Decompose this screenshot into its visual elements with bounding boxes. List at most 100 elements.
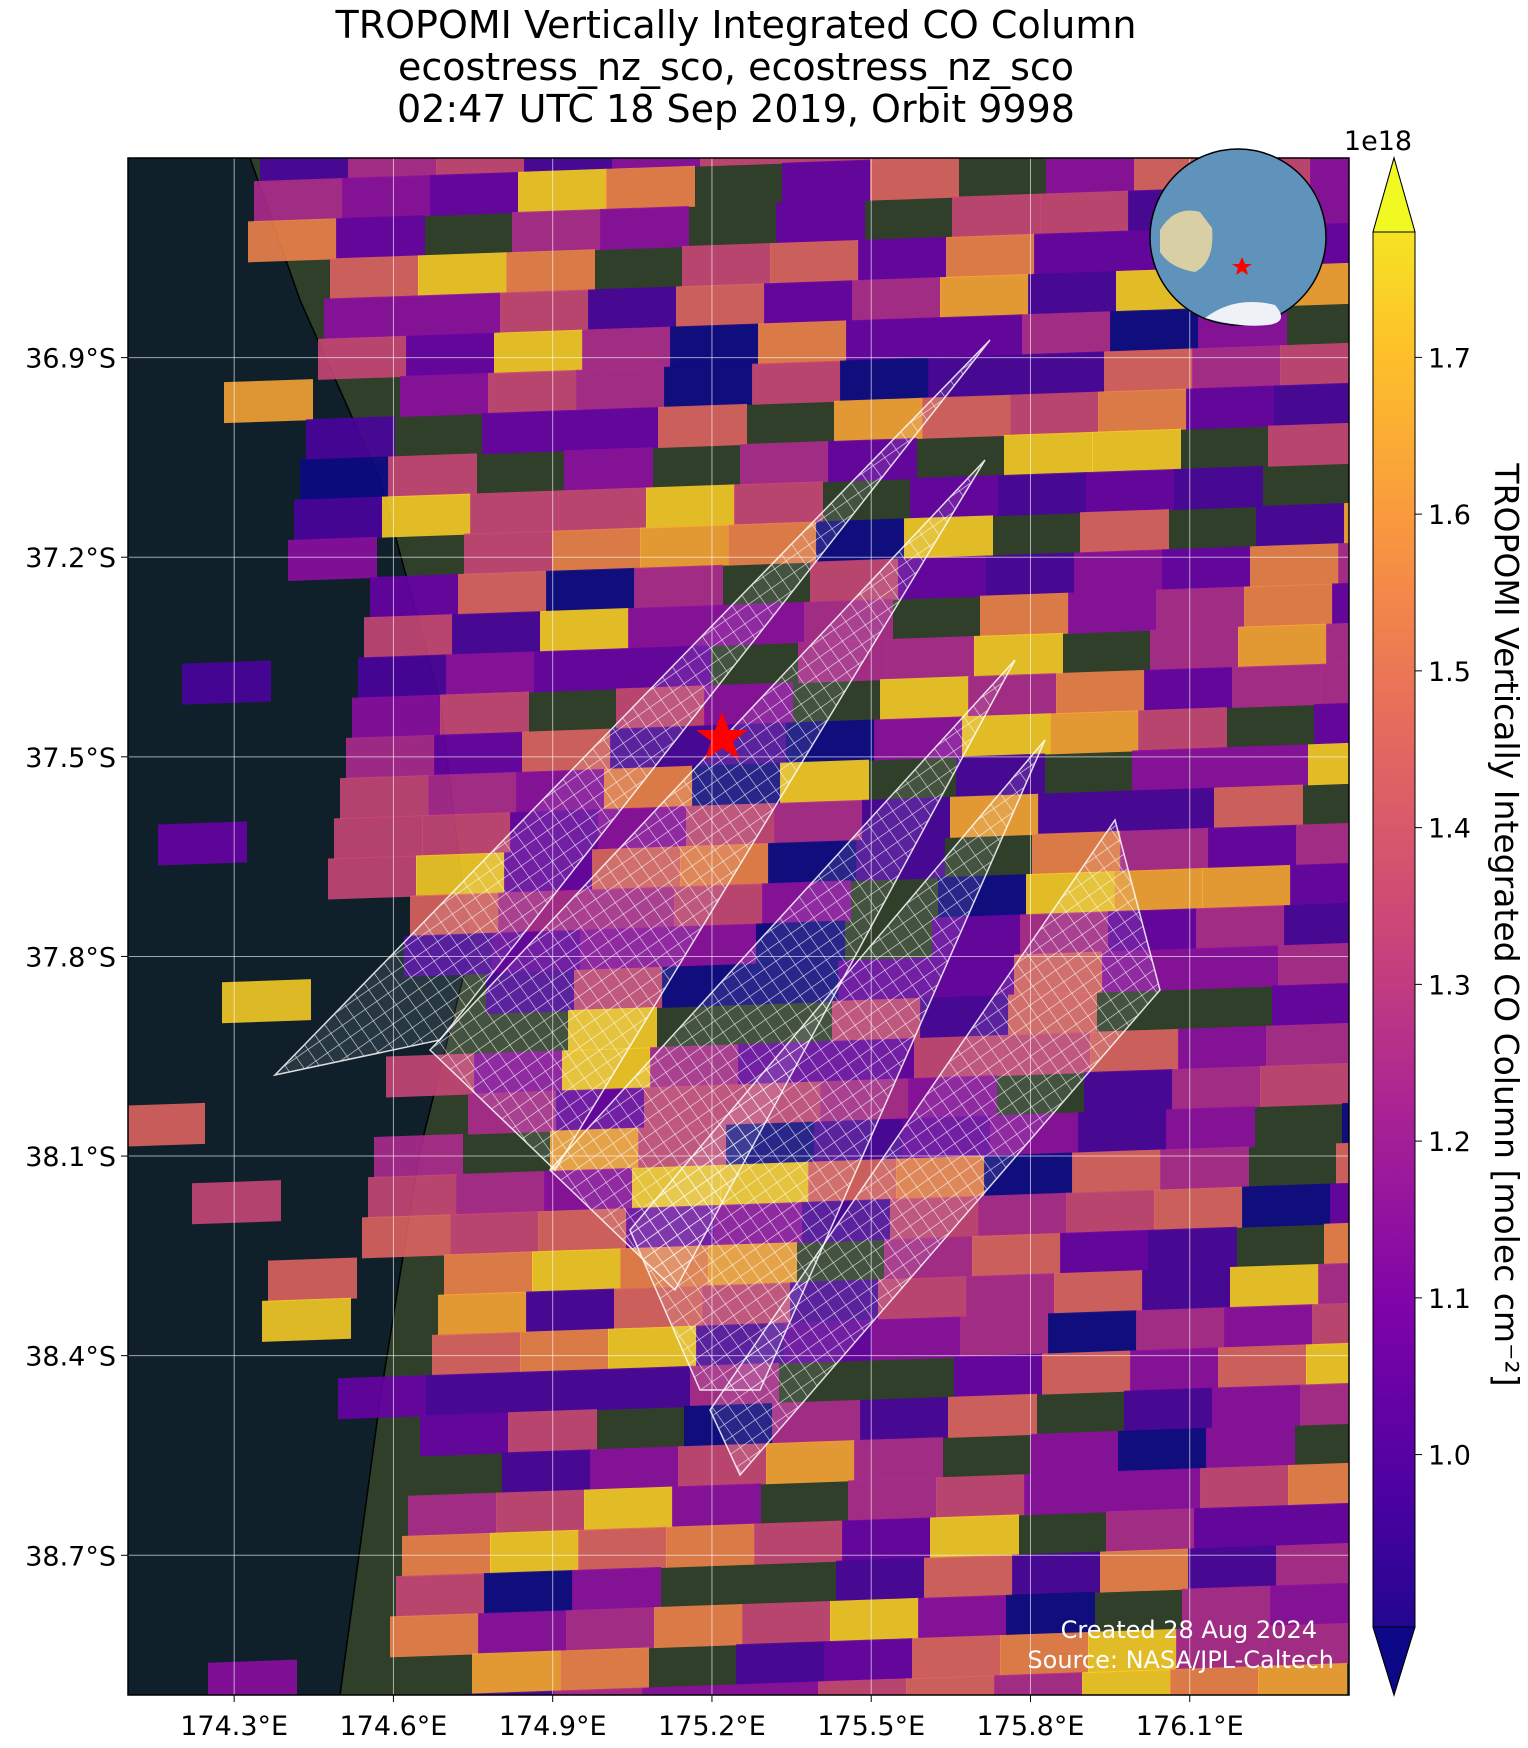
- tile: [1136, 1307, 1225, 1352]
- tile: [1260, 1062, 1349, 1107]
- tile: [1110, 308, 1199, 353]
- tile: [1268, 422, 1349, 467]
- tile: [420, 1412, 509, 1457]
- tile: [1318, 1260, 1349, 1305]
- tile: [406, 332, 495, 377]
- tile: [1278, 942, 1349, 987]
- tile: [408, 1492, 497, 1537]
- tile: [532, 1248, 621, 1293]
- map: [128, 98, 1528, 1695]
- tile: [1050, 710, 1139, 755]
- ecostress-swaths: [272, 339, 1161, 1477]
- tile: [848, 1477, 937, 1522]
- tile: [764, 280, 853, 325]
- tile: [1480, 175, 1528, 219]
- x-tick-label: 174.3°E: [180, 1711, 288, 1742]
- colorbar: [1372, 156, 1416, 1697]
- tile: [434, 731, 523, 776]
- tile: [364, 614, 453, 659]
- tile: [758, 320, 847, 365]
- tile: [1272, 982, 1349, 1027]
- tile: [1138, 707, 1227, 752]
- tile: [1048, 1310, 1137, 1355]
- tile: [670, 323, 759, 368]
- tile: [418, 252, 507, 297]
- tile: [400, 372, 489, 418]
- tile: [338, 1375, 427, 1420]
- colorbar-tick-label: 1.0: [1428, 1441, 1471, 1472]
- colorbar-tick-label: 1.5: [1428, 657, 1471, 688]
- colorbar-tick-label: 1.1: [1428, 1284, 1471, 1315]
- tile: [1218, 1344, 1307, 1389]
- tile: [608, 1325, 697, 1370]
- tile: [1468, 256, 1528, 300]
- tile: [582, 326, 671, 371]
- tile: [824, 1638, 913, 1683]
- tile: [1086, 468, 1175, 514]
- tile: [324, 295, 413, 340]
- tile: [774, 799, 863, 844]
- tile: [330, 255, 419, 300]
- tile: [1038, 790, 1127, 835]
- tile: [128, 1102, 205, 1147]
- tile: [382, 493, 471, 538]
- tile: [1212, 1384, 1301, 1429]
- tile: [306, 416, 395, 461]
- colorbar-extend: [1372, 156, 1416, 233]
- tile: [972, 1232, 1061, 1278]
- colorbar-offset: 1e18: [1344, 126, 1412, 157]
- colorbar-tick-label: 1.2: [1428, 1127, 1471, 1158]
- tile: [818, 1678, 907, 1695]
- tile: [1176, 1625, 1265, 1670]
- tile: [676, 283, 765, 328]
- tile: [634, 564, 723, 609]
- tile: [1120, 827, 1209, 872]
- tile: [664, 363, 753, 408]
- tile: [1082, 1669, 1171, 1695]
- tile: [1022, 311, 1111, 356]
- tile: [1192, 345, 1281, 390]
- tile: [1182, 1585, 1271, 1630]
- tile: [472, 1650, 561, 1695]
- tile: [560, 1647, 649, 1692]
- tile: [446, 651, 535, 696]
- tile: [590, 1446, 679, 1491]
- tile: [1256, 503, 1345, 548]
- colorbar-tick-label: 1.3: [1428, 970, 1471, 1001]
- tile: [358, 654, 447, 699]
- tile: [1028, 270, 1117, 316]
- tile: [1144, 666, 1233, 712]
- tile: [490, 1529, 579, 1574]
- tile: [880, 676, 969, 721]
- tile: [334, 815, 423, 860]
- tile: [1244, 583, 1333, 628]
- tile: [260, 158, 349, 182]
- tile: [436, 158, 525, 176]
- tile: [1098, 388, 1187, 433]
- tile: [208, 1659, 297, 1695]
- tile: [1232, 663, 1321, 708]
- tile: [362, 1214, 451, 1259]
- tile: [998, 472, 1087, 517]
- tile: [1220, 744, 1309, 789]
- tile: [1486, 135, 1528, 179]
- tile: [484, 1569, 573, 1615]
- tile: [776, 199, 865, 244]
- tile: [906, 1675, 995, 1695]
- tile: [288, 536, 377, 581]
- tile: [552, 527, 641, 572]
- tile: [780, 759, 869, 804]
- tile: [464, 530, 553, 575]
- tile: [1084, 1069, 1173, 1114]
- tile: [1170, 1666, 1259, 1695]
- tile: [1230, 1263, 1319, 1309]
- tile: [578, 1526, 667, 1571]
- tile: [224, 379, 313, 424]
- tile: [1078, 1109, 1167, 1154]
- tile: [852, 277, 941, 322]
- tile: [1404, 98, 1493, 142]
- title: TROPOMI Vertically Integrated CO Column: [335, 3, 1137, 47]
- tile: [254, 178, 343, 223]
- tile: [426, 1372, 515, 1417]
- tile: [1280, 342, 1349, 387]
